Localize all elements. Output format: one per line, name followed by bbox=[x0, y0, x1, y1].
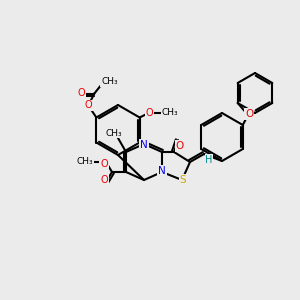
Text: N: N bbox=[140, 140, 148, 150]
Text: CH₃: CH₃ bbox=[101, 77, 118, 86]
Text: O: O bbox=[100, 159, 108, 169]
Text: O: O bbox=[85, 100, 92, 110]
Text: S: S bbox=[180, 175, 186, 185]
Text: O: O bbox=[146, 107, 154, 118]
Text: O: O bbox=[77, 88, 85, 98]
Text: O: O bbox=[245, 109, 253, 119]
Text: H: H bbox=[205, 155, 213, 165]
Text: CH₃: CH₃ bbox=[161, 108, 178, 117]
Text: O: O bbox=[100, 175, 108, 185]
Text: CH₃: CH₃ bbox=[106, 128, 122, 137]
Text: CH₃: CH₃ bbox=[77, 158, 93, 166]
Text: O: O bbox=[176, 141, 184, 151]
Text: N: N bbox=[158, 166, 166, 176]
